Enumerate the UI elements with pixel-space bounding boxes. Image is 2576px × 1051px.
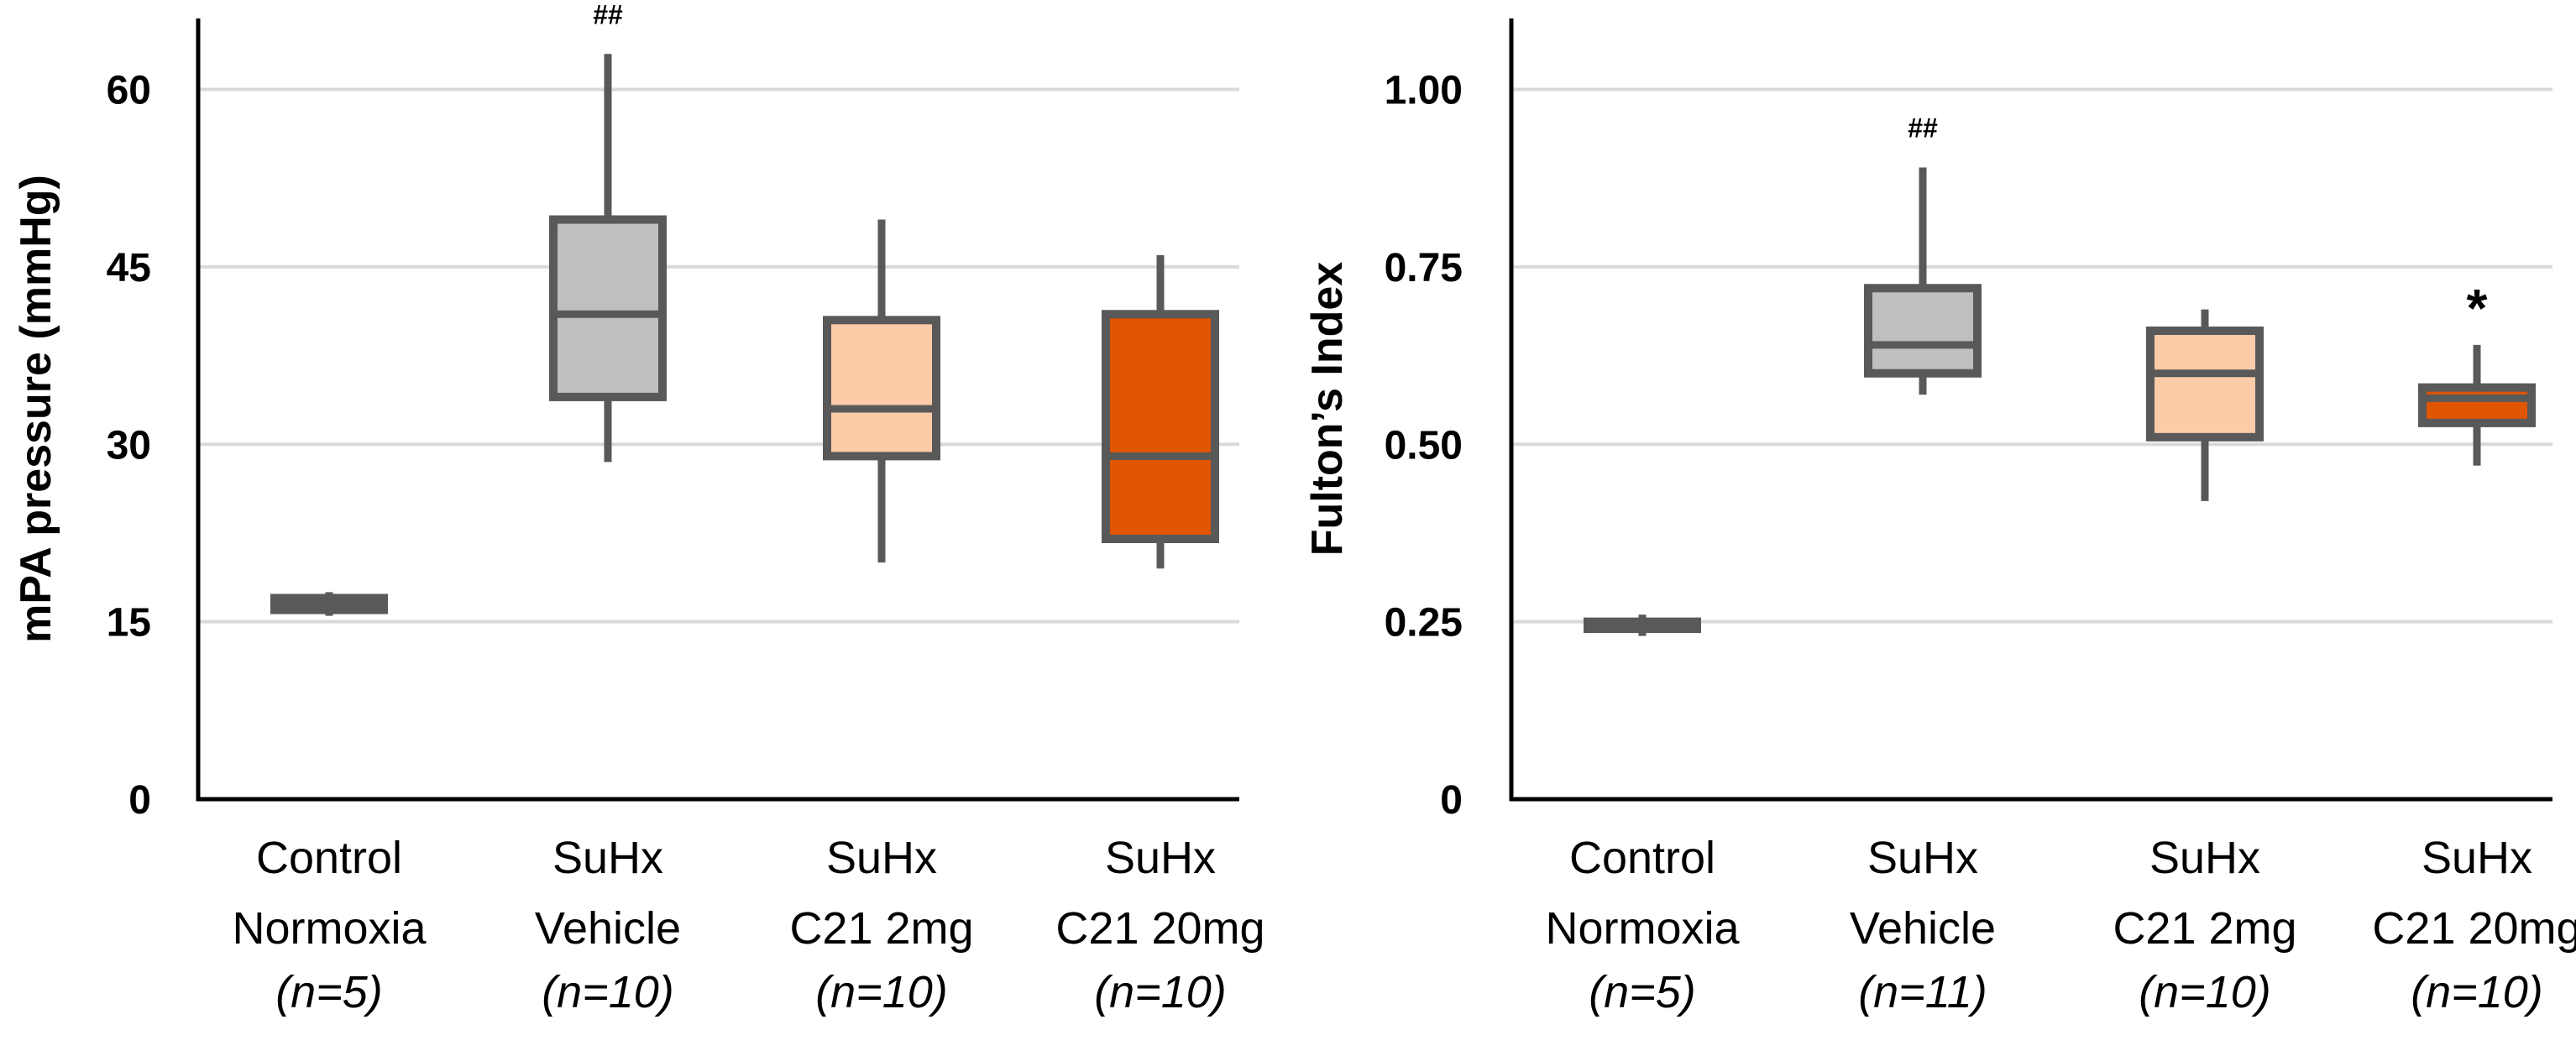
iqr-box bbox=[1864, 284, 1982, 378]
panel-mpa-pressure: 0 15 30 45 60 mPA pressure (mmHg) ## Control Nor… bbox=[12, 0, 1265, 1017]
iqr-box bbox=[823, 316, 940, 461]
y-tick-label: 0.75 bbox=[1385, 246, 1463, 290]
iqr-box bbox=[549, 215, 667, 401]
category-label-line2: Normoxia bbox=[232, 903, 427, 954]
sample-size-label: (n=10) bbox=[542, 967, 674, 1017]
y-axis-label: mPA pressure (mmHg) bbox=[12, 175, 60, 643]
sample-size-label: (n=5) bbox=[1589, 967, 1696, 1017]
box-1: ## bbox=[549, 0, 667, 463]
y-tick-label: 0 bbox=[1440, 778, 1463, 823]
category-label-line2: C21 20mg bbox=[2372, 903, 2576, 954]
y-tick-label: 0.50 bbox=[1385, 423, 1463, 468]
category-label-line2: C21 2mg bbox=[789, 903, 973, 954]
y-tick-label: 60 bbox=[107, 69, 151, 113]
panel-fultons-index: 0 0.25 0.50 0.75 1.00 Fulton’s Index ## * Contro… bbox=[1303, 18, 2576, 1017]
y-tick-label: 45 bbox=[107, 246, 151, 290]
category-label-line2: Normoxia bbox=[1545, 903, 1740, 954]
category-label-line2: C21 2mg bbox=[2113, 903, 2296, 954]
sample-size-label: (n=10) bbox=[815, 967, 948, 1017]
box-1: ## bbox=[1864, 113, 1982, 395]
sample-size-label: (n=10) bbox=[2139, 967, 2271, 1017]
box-2 bbox=[2146, 309, 2264, 501]
y-tick-label: 0.25 bbox=[1385, 601, 1463, 646]
category-label-line1: SuHx bbox=[2149, 833, 2260, 883]
box-3 bbox=[1102, 254, 1219, 569]
significance-marker: ## bbox=[1908, 113, 1938, 144]
category-label-line2: C21 20mg bbox=[1055, 903, 1264, 954]
sample-size-label: (n=11) bbox=[1858, 967, 1987, 1017]
category-label-line1: SuHx bbox=[826, 833, 937, 883]
y-tick-label: 1.00 bbox=[1385, 69, 1463, 113]
category-label-line1: SuHx bbox=[1105, 833, 1216, 883]
sample-size-label: (n=10) bbox=[1094, 967, 1227, 1017]
y-tick-label: 30 bbox=[107, 423, 151, 468]
significance-marker: * bbox=[2467, 278, 2488, 338]
category-label-line1: SuHx bbox=[1867, 833, 1978, 883]
y-tick-label: 0 bbox=[128, 778, 151, 823]
sample-size-label: (n=5) bbox=[275, 967, 383, 1017]
iqr-box bbox=[2418, 383, 2536, 427]
box-3: * bbox=[2418, 278, 2536, 466]
category-label-line2: Vehicle bbox=[1850, 903, 1996, 954]
iqr-box bbox=[2146, 327, 2264, 442]
category-label-line1: SuHx bbox=[2422, 833, 2532, 883]
box-2 bbox=[823, 219, 940, 563]
category-label-line2: Vehicle bbox=[535, 903, 681, 954]
box-0 bbox=[270, 592, 388, 616]
category-label-line1: Control bbox=[1569, 833, 1715, 883]
category-label-line1: Control bbox=[256, 833, 402, 883]
y-tick-label: 15 bbox=[107, 601, 151, 646]
category-label-line1: SuHx bbox=[552, 833, 663, 883]
box-0 bbox=[1584, 614, 1701, 636]
sample-size-label: (n=10) bbox=[2411, 967, 2543, 1017]
y-axis-label: Fulton’s Index bbox=[1303, 262, 1352, 557]
iqr-box bbox=[1102, 310, 1219, 543]
significance-marker: ## bbox=[593, 0, 623, 29]
